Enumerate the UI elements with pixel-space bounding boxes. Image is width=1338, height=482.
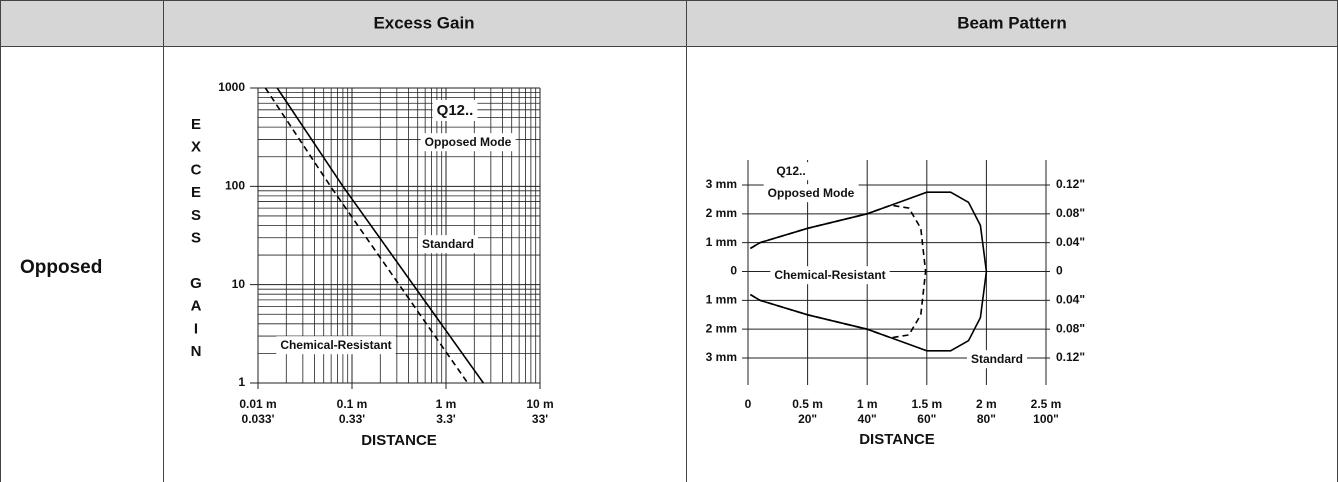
x-tick-label: 10 m bbox=[526, 397, 553, 411]
x-tick-label-secondary: 20" bbox=[798, 412, 817, 426]
y2-tick-label: 0.08" bbox=[1056, 206, 1085, 220]
y2-tick-label: 0.04" bbox=[1056, 293, 1085, 307]
column-header: Beam Pattern bbox=[957, 13, 1067, 32]
x-tick-label: 2.5 m bbox=[1031, 397, 1062, 411]
series-line bbox=[749, 204, 927, 339]
column-header: Excess Gain bbox=[373, 13, 474, 32]
label-background bbox=[417, 235, 479, 254]
x-tick-label-secondary: 0.33' bbox=[339, 412, 365, 426]
x-tick-label-secondary: 40" bbox=[858, 412, 877, 426]
row-label: Opposed bbox=[20, 257, 102, 278]
y-tick-label: 1000 bbox=[218, 80, 245, 94]
label-background bbox=[420, 133, 516, 152]
y2-tick-label: 0.08" bbox=[1056, 321, 1085, 335]
y2-tick-label: 0.12" bbox=[1056, 350, 1085, 364]
x-tick-label-secondary: 60" bbox=[917, 412, 936, 426]
y2-tick-label: 0 bbox=[1056, 264, 1063, 278]
y2-tick-label: 0.12" bbox=[1056, 177, 1085, 191]
series-line bbox=[276, 87, 485, 384]
label-background bbox=[763, 184, 859, 203]
x-tick-label: 1 m bbox=[436, 397, 457, 411]
annotation: Opposed Mode bbox=[768, 186, 855, 200]
y-tick-label: 1 bbox=[238, 375, 245, 389]
x-tick-label-secondary: 0.033' bbox=[242, 412, 275, 426]
x-tick-label-secondary: 3.3' bbox=[436, 412, 456, 426]
y-tick-label: 3 mm bbox=[706, 177, 737, 191]
x-axis-label: DISTANCE bbox=[361, 432, 437, 449]
label-background bbox=[432, 99, 478, 121]
y-tick-label: 1 mm bbox=[706, 235, 737, 249]
x-tick-label-secondary: 80" bbox=[977, 412, 996, 426]
x-tick-label: 0 bbox=[745, 397, 752, 411]
annotation: Q12.. bbox=[437, 102, 474, 119]
label-background bbox=[772, 162, 810, 181]
x-tick-label: 2 m bbox=[976, 397, 997, 411]
x-tick-label-secondary: 33' bbox=[532, 412, 548, 426]
annotation: Opposed Mode bbox=[425, 135, 512, 149]
y-tick-label: 10 bbox=[232, 277, 246, 291]
label-background bbox=[966, 350, 1028, 369]
series-label: Standard bbox=[971, 352, 1023, 366]
x-tick-label: 0.01 m bbox=[239, 397, 276, 411]
y-tick-label: 3 mm bbox=[706, 350, 737, 364]
y-tick-label: 1 mm bbox=[706, 293, 737, 307]
label-background bbox=[770, 266, 890, 285]
series-label: Chemical-Resistant bbox=[280, 338, 391, 352]
y-tick-label: 2 mm bbox=[706, 206, 737, 220]
series-label: Chemical-Resistant bbox=[774, 268, 885, 282]
x-axis-label: DISTANCE bbox=[859, 431, 935, 448]
label-background bbox=[276, 336, 396, 355]
y-tick-label: 2 mm bbox=[706, 321, 737, 335]
y2-tick-label: 0.04" bbox=[1056, 235, 1085, 249]
x-tick-label: 0.5 m bbox=[792, 397, 823, 411]
series-label: Standard bbox=[422, 237, 474, 251]
y-tick-label: 100 bbox=[225, 179, 245, 193]
x-tick-label-secondary: 100" bbox=[1033, 412, 1059, 426]
x-tick-label: 1.5 m bbox=[911, 397, 942, 411]
y-tick-label: 0 bbox=[730, 264, 737, 278]
annotation: Q12.. bbox=[776, 164, 805, 178]
x-tick-label: 1 m bbox=[857, 397, 878, 411]
header-row bbox=[0, 0, 1338, 46]
x-tick-label: 0.1 m bbox=[337, 397, 368, 411]
